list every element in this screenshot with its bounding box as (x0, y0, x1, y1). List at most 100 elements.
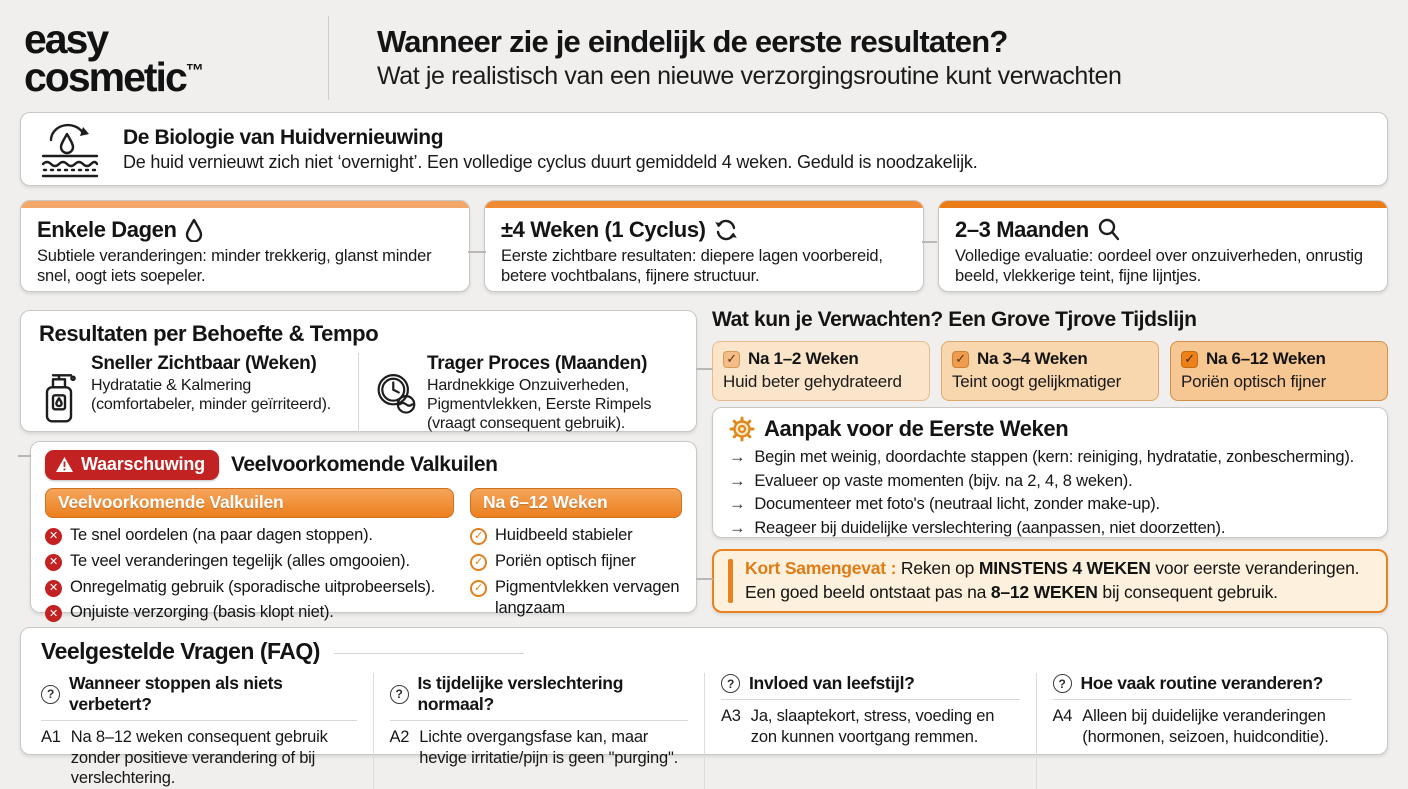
results-fast-text: Hydratatie & Kalmering (comfortabeler, m… (91, 377, 332, 414)
results-slow-texts: Trager Proces (Maanden) Hardnekkige Onzu… (427, 353, 678, 434)
pitfall-item: ✕ Te veel veranderingen tegelijk (alles o… (45, 551, 454, 573)
faq-question: ? Wanneer stoppen als niets verbetert? (41, 673, 357, 721)
brand-line1: easy (24, 15, 109, 62)
question-circle-icon: ? (389, 684, 409, 704)
timeline-card-4-weken: ±4 Weken (1 Cyclus) Eerste zichtbare res… (484, 200, 924, 292)
timeline-card-text: Eerste zichtbare resultaten: diepere lag… (501, 247, 883, 286)
approach-item: → Evalueer op vaste momenten (bijv. na 2,… (729, 470, 1371, 494)
results-tempo-card: Resultaten per Behoefte & Tempo Sneller … (20, 310, 697, 434)
clock-icon (377, 374, 416, 414)
improvement-item: ✓ Huidbeeld stabieler (470, 525, 682, 547)
results-tempo-title: Resultaten per Behoefte & Tempo (39, 321, 379, 346)
answer-label: A3 (721, 707, 741, 725)
faq-title-rule (333, 653, 524, 654)
biology-texts: De Biologie van Huidvernieuwing De huid … (123, 126, 978, 173)
x-circle-icon: ✕ (45, 528, 62, 545)
pitfalls-heading: Veelvoorkomende Valkuilen (230, 453, 498, 476)
question-circle-icon: ? (41, 684, 60, 704)
timeline-card-text: Volledige evaluatie: oordeel over onzuiv… (955, 247, 1363, 286)
pitfalls-right-header: Na 6–12 Weken (470, 488, 682, 518)
expectations-section: Wat kun je Verwachten? Een Grove Tjrove … (712, 308, 1388, 401)
arrow-right-icon: → (729, 471, 746, 490)
header: easy cosmetic™ Wanneer zie je eindelijk … (24, 12, 1388, 104)
connector-line (696, 368, 713, 370)
pitfalls-left-header: Veelvoorkomende Valkuilen (45, 488, 454, 518)
check-circle-icon: ✓ (470, 553, 487, 571)
faq-item-2: ? Is tijdelijke verslechtering normaal? A… (372, 673, 705, 789)
biology-title: De Biologie van Huidvernieuwing (123, 125, 444, 149)
expectations-badges: ✓ Na 1–2 Weken Huid beter gehydrateerd ✓… (712, 341, 1388, 401)
timeline-card-2-3-maanden: 2–3 Maanden Volledige evaluatie: oordeel… (938, 200, 1388, 292)
answer-label: A1 (41, 728, 61, 746)
approach-card: Aanpak voor de Eerste Weken → Begin met w… (712, 407, 1388, 538)
question-circle-icon: ? (721, 674, 740, 693)
faq-answer: A1 Na 8–12 weken consequent gebruik zonde… (41, 728, 328, 788)
biology-card: De Biologie van Huidvernieuwing De huid … (20, 112, 1388, 186)
checkbox-icon: ✓ (952, 350, 969, 368)
results-fast-column: Sneller Zichtbaar (Weken) Hydratatie & K… (39, 353, 342, 434)
brand-logo: easy cosmetic™ (24, 15, 324, 100)
connector-line (18, 455, 31, 457)
pitfall-item: ✕ Onjuiste verzorging (basis klopt niet). (45, 602, 454, 624)
pitfalls-right-column: Na 6–12 Weken ✓ Huidbeeld stabieler ✓ Pori… (470, 488, 682, 624)
biology-text: De huid vernieuwt zich niet ‘overnight’.… (123, 151, 978, 172)
warning-triangle-icon (56, 457, 73, 472)
infographic-root: easy cosmetic™ Wanneer zie je eindelijk … (18, 12, 1388, 789)
checkbox-icon: ✓ (723, 350, 740, 368)
warning-label: Waarschuwing (81, 454, 205, 474)
badge-label-row: ✓ Na 1–2 Weken (723, 349, 919, 369)
header-divider (328, 16, 329, 100)
timeline-card-text: Subtiele veranderingen: minder trekkerig… (37, 247, 432, 286)
badge-na-1-2-weken: ✓ Na 1–2 Weken Huid beter gehydrateerd (712, 341, 930, 401)
header-text: Wanneer zie je eindelijk de eerste resul… (333, 23, 1122, 91)
summary-text: Kort Samengevat : Reken op MINSTENS 4 WE… (745, 558, 1360, 602)
expectations-heading: Wat kun je Verwachten? Een Grove Tjrove … (712, 308, 1197, 331)
connector-line (468, 251, 486, 253)
page-subtitle: Wat je realistisch van een nieuwe verzor… (377, 62, 1122, 91)
approach-title-row: Aanpak voor de Eerste Weken (729, 416, 1371, 442)
badge-text: Teint oogt gelijkmatiger (952, 372, 1122, 391)
summary-accent-bar (728, 559, 733, 603)
magnifier-icon (1098, 218, 1119, 241)
timeline-cards-row: Enkele Dagen Subtiele veranderingen: min… (20, 200, 1388, 292)
faq-item-1: ? Wanneer stoppen als niets verbetert? A1… (41, 673, 373, 789)
skin-renewal-icon (41, 123, 99, 178)
badge-text: Huid beter gehydrateerd (723, 372, 902, 391)
connector-line (696, 578, 713, 580)
badge-na-3-4-weken: ✓ Na 3–4 Weken Teint oogt gelijkmatiger (941, 341, 1159, 401)
answer-label: A2 (389, 728, 410, 746)
faq-columns: ? Wanneer stoppen als niets verbetert? A1… (41, 673, 1367, 789)
pitfall-item: ✕ Te snel oordelen (na paar dagen stoppen… (45, 525, 454, 547)
pitfalls-list: ✕ Te snel oordelen (na paar dagen stoppen… (45, 525, 454, 624)
results-slow-heading: Trager Proces (Maanden) (427, 353, 648, 374)
page-title: Wanneer zie je eindelijk de eerste resul… (377, 23, 1008, 59)
gear-icon (729, 416, 755, 442)
refresh-icon (714, 219, 737, 241)
badge-label-row: ✓ Na 3–4 Weken (952, 349, 1148, 369)
faq-question: ? Hoe vaak routine veranderen? (1052, 673, 1351, 700)
summary-label: Kort Samengevat : (745, 558, 897, 579)
faq-item-4: ? Hoe vaak routine veranderen? A4 Alleen b… (1035, 673, 1368, 789)
faq-card: Veelgestelde Vragen (FAQ) ? Wanneer stopp… (20, 627, 1388, 789)
improvements-list: ✓ Huidbeeld stabieler ✓ Poriën optisch fij… (470, 525, 682, 620)
arrow-right-icon: → (729, 448, 746, 466)
approach-item: → Documenteer met foto's (neutraal licht,… (729, 493, 1371, 517)
results-tempo-columns: Sneller Zichtbaar (Weken) Hydratatie & K… (39, 353, 678, 434)
arrow-right-icon: → (729, 518, 746, 537)
timeline-card-title: Enkele Dagen (37, 217, 453, 243)
pitfall-item: ✕ Onregelmatig gebruik (sporadische uitpr… (45, 577, 454, 599)
brand-line2: cosmetic™ (24, 54, 204, 100)
timeline-card-title: ±4 Weken (1 Cyclus) (501, 217, 907, 243)
results-slow-text: Hardnekkige Onzuiverheden, Pigmentvlekke… (427, 377, 652, 433)
answer-label: A4 (1052, 707, 1073, 725)
connector-line (922, 241, 937, 243)
badge-text: Poriën optisch fijner (1181, 372, 1327, 391)
trademark-symbol: ™ (185, 60, 204, 81)
pitfalls-left-column: Veelvoorkomende Valkuilen ✕ Te snel oorde… (45, 488, 454, 624)
badge-label: Na 6–12 Weken (1206, 349, 1326, 368)
pitfalls-columns: Veelvoorkomende Valkuilen ✕ Te snel oorde… (45, 488, 682, 624)
checkbox-icon: ✓ (1181, 350, 1198, 368)
faq-question: ? Is tijdelijke verslechtering normaal? (389, 673, 688, 721)
results-fast-texts: Sneller Zichtbaar (Weken) Hydratatie & K… (91, 353, 342, 434)
approach-list: → Begin met weinig, doordachte stappen (k… (729, 446, 1371, 540)
